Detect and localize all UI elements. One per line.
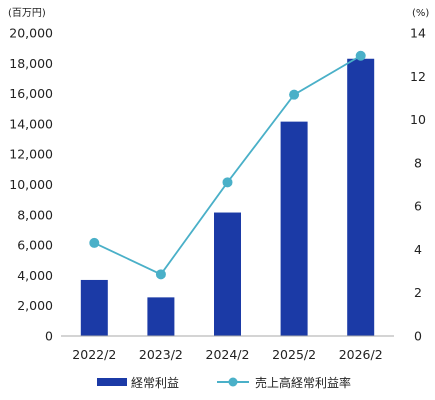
profit-bar	[280, 121, 308, 336]
left-axis-unit: (百万円)	[8, 7, 46, 19]
left-tick-label: 20,000	[9, 26, 53, 41]
legend-bar-label: 経常利益	[131, 376, 179, 390]
legend: 経常利益 売上高経常利益率	[97, 375, 351, 390]
margin-point	[222, 177, 233, 188]
x-axis-ticks: 2022/2 2023/2 2024/2 2025/2 2026/2	[72, 347, 382, 362]
left-tick-label: 12,000	[9, 147, 53, 162]
left-tick-label: 18,000	[9, 56, 53, 71]
left-tick-label: 14,000	[9, 116, 53, 131]
profit-bars	[80, 58, 375, 336]
legend-line-marker	[228, 377, 238, 387]
right-axis-ticks: 0 2 4 6 8 10 12 14	[410, 26, 426, 344]
margin-point	[355, 50, 366, 61]
right-tick-label: 12	[410, 69, 426, 84]
right-tick-label: 10	[410, 112, 426, 127]
margin-point	[155, 269, 166, 280]
legend-line-label: 売上高経常利益率	[255, 375, 351, 390]
x-tick-label: 2022/2	[72, 347, 116, 362]
left-tick-label: 0	[45, 329, 53, 344]
left-tick-label: 8,000	[17, 207, 53, 222]
left-tick-label: 2,000	[17, 298, 53, 313]
margin-line-layer	[89, 50, 366, 280]
margin-point	[289, 89, 300, 100]
right-axis-unit: (%)	[412, 8, 429, 19]
profit-bar	[347, 58, 375, 336]
profit-bar	[147, 297, 175, 336]
x-tick-label: 2025/2	[272, 347, 316, 362]
right-tick-label: 14	[410, 26, 426, 41]
right-tick-label: 6	[414, 199, 422, 214]
profit-bar	[80, 279, 108, 336]
x-tick-label: 2024/2	[206, 347, 250, 362]
profit-bar	[214, 212, 241, 336]
margin-point	[89, 237, 100, 248]
x-tick-label: 2026/2	[339, 347, 383, 362]
left-tick-label: 10,000	[9, 177, 53, 192]
right-tick-label: 8	[414, 155, 422, 170]
legend-bar-swatch	[97, 378, 127, 386]
x-tick-label: 2023/2	[139, 347, 183, 362]
left-tick-label: 4,000	[17, 268, 53, 283]
right-tick-label: 2	[414, 285, 422, 300]
left-tick-label: 16,000	[9, 86, 53, 101]
left-axis-ticks: 0 2,000 4,000 6,000 8,000 10,000 12,000 14,000 1…	[9, 26, 53, 344]
right-tick-label: 4	[414, 242, 422, 257]
left-tick-label: 6,000	[17, 238, 53, 253]
right-tick-label: 0	[414, 329, 422, 344]
